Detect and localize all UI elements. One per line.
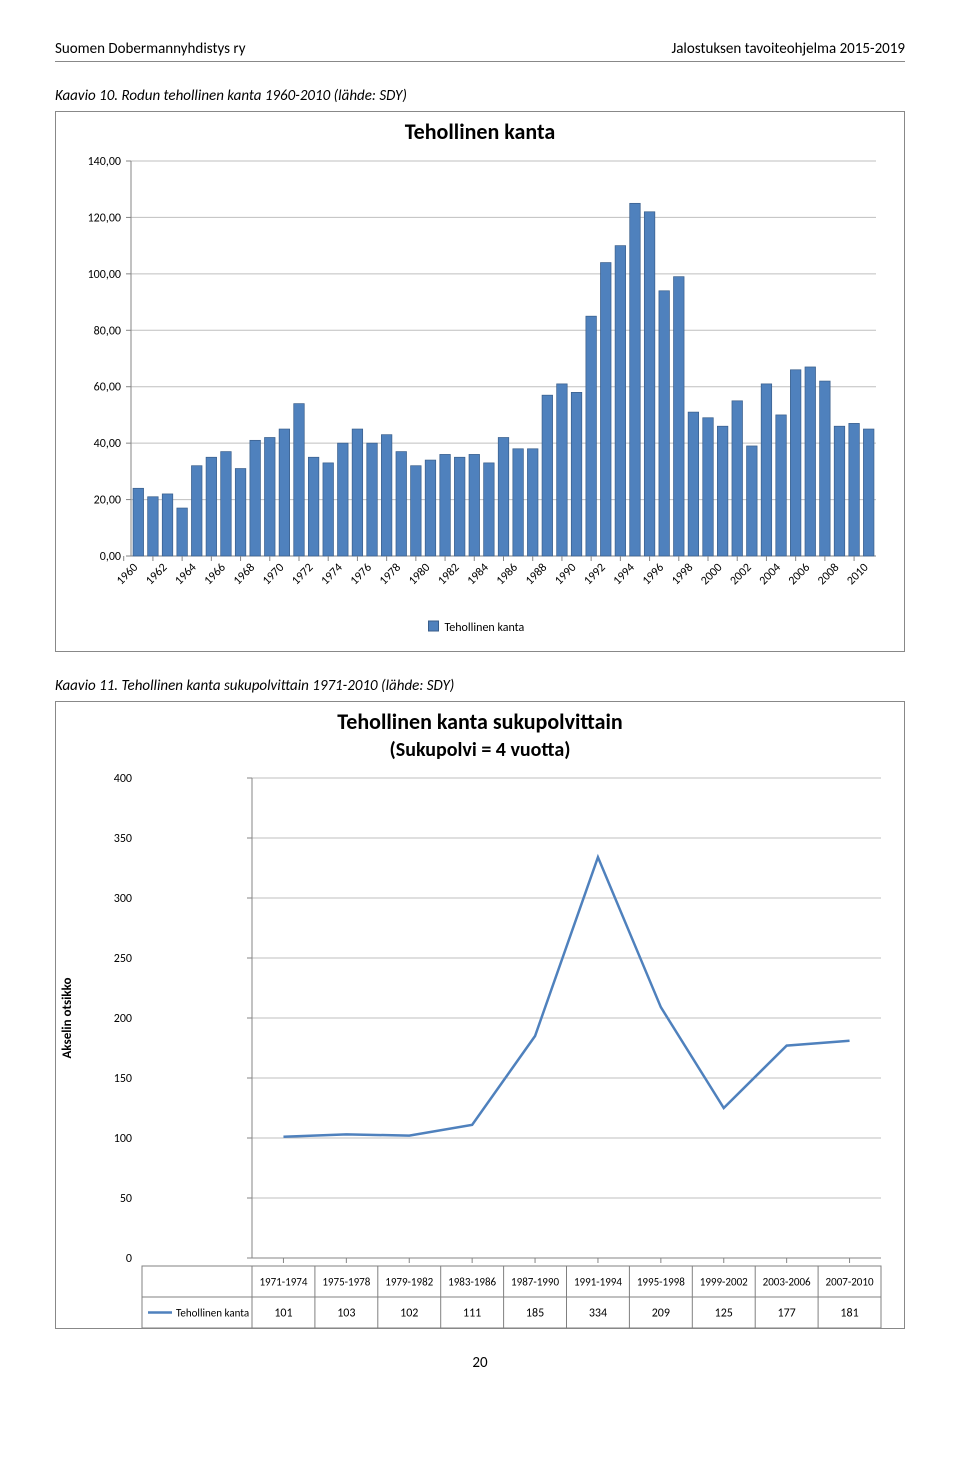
header-right: Jalostuksen tavoiteohjelma 2015-2019 — [671, 40, 905, 58]
svg-text:2000: 2000 — [698, 561, 725, 588]
chart-1-svg: 0,00 20,00 40,00 60,00 80,00 100,00 120,00 140,… — [56, 151, 896, 651]
chart-2-title-line2: (Sukupolvi = 4 vuotta) — [390, 738, 571, 762]
svg-text:1975-1978: 1975-1978 — [322, 1276, 370, 1289]
svg-text:100: 100 — [114, 1132, 132, 1146]
svg-text:102: 102 — [400, 1307, 418, 1321]
chart-2-title: Tehollinen kanta sukupolvittain (Sukupol… — [56, 702, 904, 768]
chart-1-title: Tehollinen kanta — [56, 112, 904, 151]
svg-text:2006: 2006 — [786, 561, 813, 588]
chart-1-box: Tehollinen kanta 0,00 20,00 40,00 60,00 80,0… — [55, 111, 905, 652]
svg-text:1964: 1964 — [172, 561, 199, 588]
svg-text:1987-1990: 1987-1990 — [511, 1276, 559, 1289]
svg-text:2004: 2004 — [757, 561, 784, 588]
svg-text:2007-2010: 2007-2010 — [826, 1276, 874, 1289]
svg-text:1992: 1992 — [581, 561, 608, 588]
svg-text:2003-2006: 2003-2006 — [763, 1276, 811, 1289]
svg-text:150: 150 — [114, 1072, 132, 1086]
chart-2-svg: Akselin otsikko 0 50 100 150 200 250 300 350 400 T… — [56, 768, 896, 1328]
svg-text:1970: 1970 — [260, 561, 287, 588]
svg-text:209: 209 — [652, 1307, 670, 1321]
header-rule — [55, 61, 905, 62]
svg-text:1994: 1994 — [611, 561, 638, 588]
caption-chart-1: Kaavio 10. Rodun tehollinen kanta 1960-2… — [55, 87, 905, 105]
page-number: 20 — [55, 1354, 905, 1372]
svg-text:1982: 1982 — [435, 561, 462, 588]
svg-text:1966: 1966 — [202, 561, 229, 588]
svg-text:20,00: 20,00 — [94, 494, 121, 508]
svg-text:125: 125 — [715, 1307, 733, 1321]
svg-text:1990: 1990 — [552, 561, 579, 588]
svg-text:1974: 1974 — [319, 561, 346, 588]
svg-text:1976: 1976 — [348, 561, 375, 588]
svg-text:1991-1994: 1991-1994 — [574, 1276, 622, 1289]
svg-text:103: 103 — [337, 1307, 355, 1321]
svg-text:60,00: 60,00 — [94, 381, 121, 395]
svg-text:1995-1998: 1995-1998 — [637, 1276, 685, 1289]
svg-text:100,00: 100,00 — [88, 268, 121, 282]
svg-text:120,00: 120,00 — [88, 211, 121, 225]
svg-text:1960: 1960 — [114, 561, 141, 588]
svg-text:1972: 1972 — [289, 561, 316, 588]
svg-text:1996: 1996 — [640, 561, 667, 588]
svg-text:181: 181 — [840, 1307, 858, 1321]
svg-text:2008: 2008 — [815, 561, 842, 588]
svg-text:250: 250 — [114, 952, 132, 966]
svg-text:1979-1982: 1979-1982 — [385, 1276, 433, 1289]
chart-2-box: Tehollinen kanta sukupolvittain (Sukupol… — [55, 701, 905, 1329]
svg-text:0,00: 0,00 — [100, 550, 121, 564]
svg-text:1978: 1978 — [377, 561, 404, 588]
svg-text:101: 101 — [274, 1307, 292, 1321]
svg-text:177: 177 — [778, 1307, 796, 1321]
svg-text:80,00: 80,00 — [94, 324, 121, 338]
svg-text:1999-2002: 1999-2002 — [700, 1276, 748, 1289]
svg-text:Tehollinen kanta: Tehollinen kanta — [445, 621, 525, 635]
svg-text:1983-1986: 1983-1986 — [448, 1276, 496, 1289]
svg-text:Tehollinen kanta: Tehollinen kanta — [176, 1307, 249, 1320]
svg-text:1984: 1984 — [465, 561, 492, 588]
caption-chart-2: Kaavio 11. Tehollinen kanta sukupolvitta… — [55, 677, 905, 695]
svg-text:1962: 1962 — [143, 561, 170, 588]
svg-text:1980: 1980 — [406, 561, 433, 588]
svg-text:185: 185 — [526, 1307, 544, 1321]
svg-text:400: 400 — [114, 772, 132, 786]
svg-text:300: 300 — [114, 892, 132, 906]
svg-text:334: 334 — [589, 1307, 607, 1321]
svg-text:Akselin otsikko: Akselin otsikko — [60, 977, 75, 1058]
svg-text:2010: 2010 — [844, 561, 871, 588]
svg-text:2002: 2002 — [728, 561, 755, 588]
svg-text:1971-1974: 1971-1974 — [259, 1276, 307, 1289]
svg-text:111: 111 — [463, 1307, 481, 1321]
header-left: Suomen Dobermannyhdistys ry — [55, 40, 245, 58]
chart-2-title-line1: Tehollinen kanta sukupolvittain — [337, 708, 622, 735]
svg-text:1998: 1998 — [669, 561, 696, 588]
svg-text:140,00: 140,00 — [88, 155, 121, 169]
svg-text:50: 50 — [120, 1192, 132, 1206]
svg-text:1986: 1986 — [494, 561, 521, 588]
svg-text:40,00: 40,00 — [94, 437, 121, 451]
svg-text:350: 350 — [114, 832, 132, 846]
svg-text:200: 200 — [114, 1012, 132, 1026]
svg-text:1988: 1988 — [523, 561, 550, 588]
svg-text:0: 0 — [126, 1252, 132, 1266]
svg-text:1968: 1968 — [231, 561, 258, 588]
